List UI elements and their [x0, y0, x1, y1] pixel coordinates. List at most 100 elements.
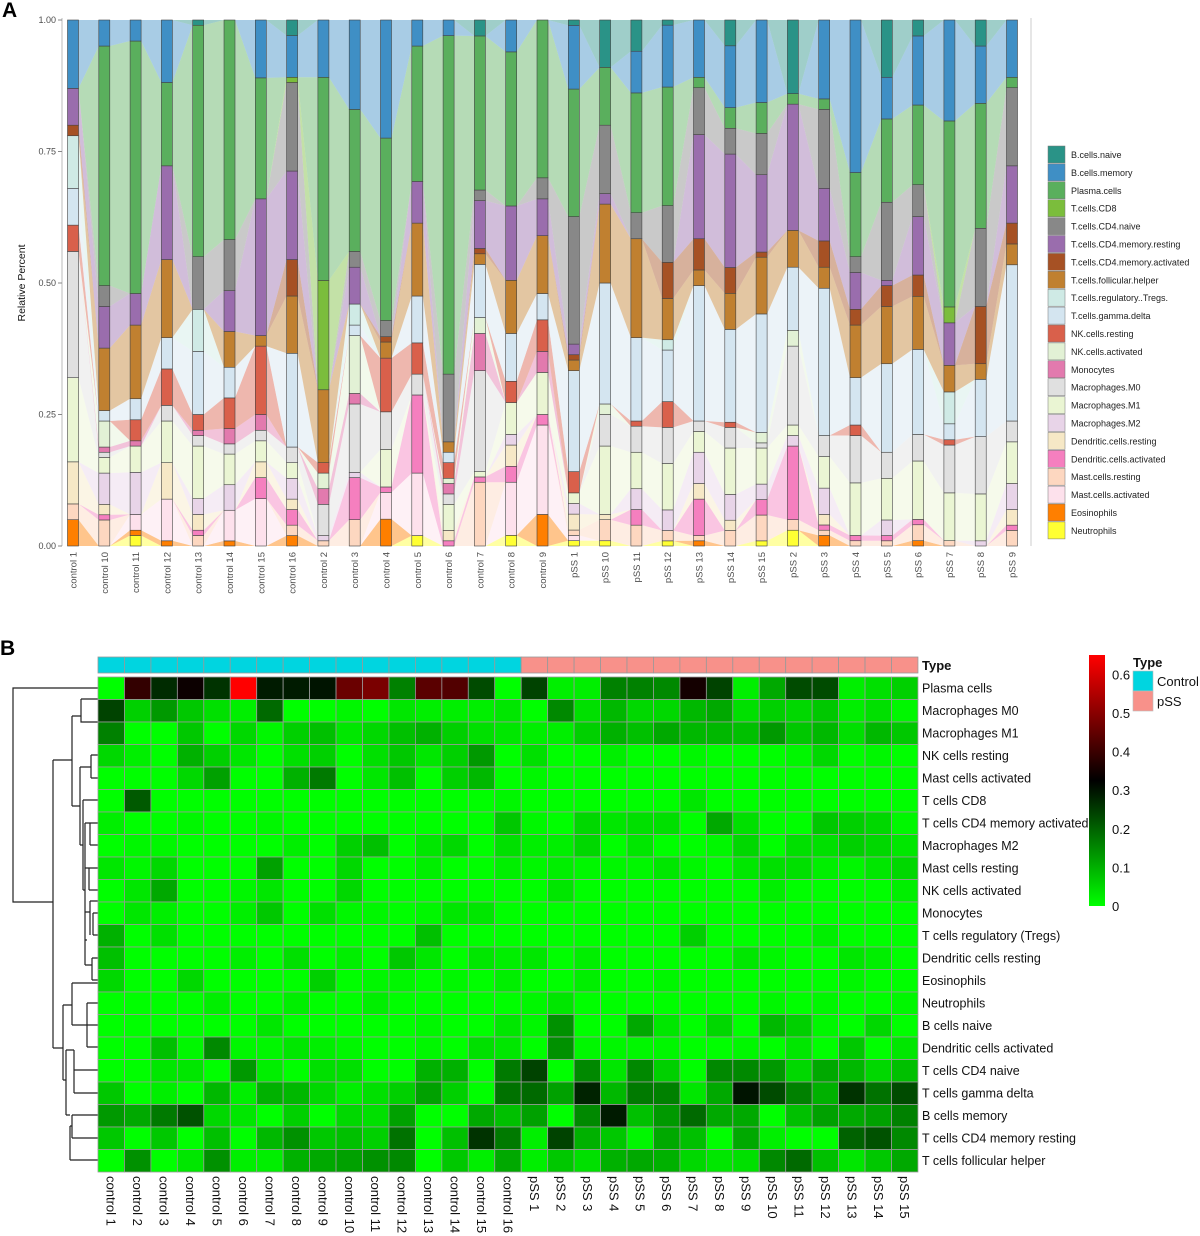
heatmap-cell [256, 721, 284, 745]
heatmap-cell [414, 1149, 443, 1173]
heatmap-cell [600, 1036, 628, 1060]
legend: B.cells.naiveB.cells.memoryPlasma.cellsT… [1047, 145, 1189, 540]
annotation-cell [467, 656, 496, 674]
heatmap-cell [520, 811, 549, 835]
bar-segment [849, 424, 862, 436]
heatmap-cell [758, 699, 787, 723]
bar-segment [974, 19, 987, 47]
heatmap-cell [414, 766, 443, 790]
heatmap-cell [732, 946, 760, 970]
heatmap-cell [124, 1126, 152, 1150]
bar-segment [98, 306, 111, 349]
heatmap-cell [150, 834, 178, 858]
flow-area [610, 403, 631, 427]
flow-area [735, 448, 757, 495]
heatmap-cell [282, 991, 310, 1015]
heatmap-cell [282, 856, 310, 880]
bar-segment [442, 19, 455, 36]
heatmap-cell [679, 856, 707, 880]
heatmap-cell [256, 811, 284, 835]
flow-area [641, 509, 663, 531]
flow-area [579, 283, 600, 472]
heatmap-cell [203, 1081, 231, 1105]
heatmap-cell [176, 901, 205, 925]
heatmap-cell [811, 924, 840, 948]
flow-area [579, 193, 600, 355]
heatmap-cell [124, 721, 152, 745]
flow-area [141, 165, 162, 326]
heatmap-cell [811, 834, 840, 858]
flow-area [454, 248, 475, 442]
legend-label: Mast.cells.resting [1071, 472, 1141, 482]
flow-area [704, 269, 725, 330]
bar-segment [693, 420, 705, 432]
flow-area [297, 462, 318, 536]
heatmap-cell [573, 1081, 601, 1105]
flow-area [548, 235, 569, 361]
heatmap-cell [864, 856, 892, 880]
heatmap-cell [600, 811, 628, 835]
flow-area [735, 257, 757, 330]
flow-area [391, 535, 412, 546]
bar-segment [567, 540, 580, 547]
heatmap-cell [758, 789, 787, 813]
bar-segment [724, 494, 737, 521]
bar-segment [192, 256, 204, 310]
legend-label: Mast.cells.activated [1071, 490, 1150, 500]
column-label: pSS 10 [765, 1176, 780, 1219]
heatmap-cell [653, 1104, 681, 1128]
heatmap-cell [388, 766, 416, 790]
flow-area [454, 35, 475, 375]
heatmap-cell [97, 1149, 125, 1173]
column-label: pSS 9 [739, 1176, 754, 1211]
bar-segment [161, 462, 173, 500]
bar-segment [317, 389, 330, 463]
legend-label: T.cells.CD4.memory.resting [1071, 240, 1180, 250]
flow-area [798, 519, 819, 536]
flow-area [109, 514, 131, 546]
flow-area [485, 35, 506, 206]
heatmap-cell [441, 1036, 469, 1060]
heatmap-cell [705, 879, 734, 903]
bar-segment [474, 19, 486, 37]
bar-segment [849, 540, 862, 547]
column-label: pSS 3 [580, 1176, 595, 1211]
heatmap-cell [811, 1036, 840, 1060]
bars [67, 19, 1018, 547]
flow-area [391, 342, 412, 412]
heatmap-cell [600, 1081, 628, 1105]
flow-area [454, 317, 475, 479]
row-label: Dendritic cells activated [922, 1041, 1053, 1055]
heatmap-cell [520, 879, 549, 903]
bar-segment [912, 19, 924, 37]
bar-segment [912, 349, 924, 435]
heatmap-cell [705, 856, 734, 880]
heatmap-cell [335, 676, 363, 700]
flow-area [360, 251, 381, 337]
heatmap-cell [864, 699, 892, 723]
flow-area [767, 267, 788, 433]
flow-area [767, 446, 788, 520]
bar-segment [348, 303, 361, 326]
bar-segment [505, 535, 518, 547]
flow-area [548, 372, 569, 504]
heatmap-cell [811, 879, 840, 903]
heatmap-cell [309, 699, 337, 723]
heatmap-cell [891, 789, 919, 813]
heatmap-cell [732, 969, 760, 993]
heatmap-cell [282, 789, 310, 813]
heatmap-cell [679, 1059, 707, 1083]
flow-area [391, 296, 412, 359]
bar-segment [599, 282, 611, 405]
heatmap-cell [891, 856, 919, 880]
bar-segment [411, 472, 424, 536]
flow-area [328, 477, 350, 541]
legend-key [1047, 306, 1066, 325]
flow-area [78, 125, 99, 349]
column-label: control 4 [183, 1176, 198, 1226]
bar-segment [880, 306, 893, 365]
heatmap-cell [785, 744, 813, 768]
heatmap-cell [124, 811, 152, 835]
heatmap-cell [547, 721, 575, 745]
flow-area [360, 267, 381, 337]
